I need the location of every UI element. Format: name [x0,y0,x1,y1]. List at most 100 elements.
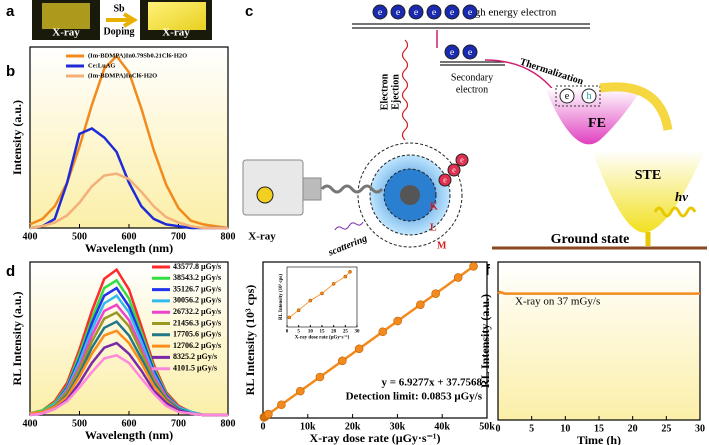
legend-label: 38543.2 μGy/s [173,273,221,282]
legend-label: 12706.2 μGy/s [173,341,221,350]
x-tick-label: 700 [171,231,186,242]
label: Ground state [551,232,630,247]
shell [357,142,463,248]
plot-area [497,261,701,421]
x-axis-label: Time (h) [577,433,621,445]
particle [444,4,460,20]
particle [581,88,597,104]
particle [390,4,406,20]
particle [438,173,452,187]
x-tick-label: 25 [343,330,349,335]
particle-label: e [452,165,456,174]
x-tick-label: 500 [72,418,87,429]
arrow-label: Sb [113,3,125,14]
particle-label: e [378,7,383,18]
x-tick-label: 0 [286,330,289,335]
particle [447,163,461,177]
x-tick-label: 400 [23,418,38,429]
emission [653,206,697,218]
particle-label: e [443,175,447,184]
panel-c: High energy electron Secondary electron … [242,4,707,259]
x-tick-label: 600 [122,231,137,242]
nucleus [400,185,420,205]
xray-tube [242,159,304,216]
arrow [484,59,556,93]
x-tick-label: 0 [496,423,501,434]
legend-label: 4101.5 μGy/s [173,364,217,373]
x-tick-label: 30k [390,421,406,432]
x-tick-label: 800 [221,231,236,242]
crystal [148,2,206,30]
particle-label: e [450,47,455,58]
label: hv [675,189,688,204]
x-tick-label: 5 [297,330,300,335]
data-point [348,269,352,274]
data-point [338,356,347,366]
ste-well [592,150,705,233]
legend-label: 8325.2 μGy/s [173,352,217,361]
photo-label: X-ray [52,27,80,39]
x-tick-label: 10 [308,330,314,335]
data-point [331,281,336,286]
x-axis-label: X-ray dose rate (μGy·s⁻¹) [295,335,350,341]
label: electron [456,84,488,95]
series-line [29,172,228,230]
particle-label: e [565,91,570,102]
legend-label: (Im-BDMPA)In0.79Sb0.21Cl6·H2O [88,52,187,59]
label: scattering [326,233,369,259]
x-tick-label: 25 [661,423,671,434]
particle [408,4,424,20]
legend-label: 17705.6 μGy/s [173,330,221,339]
shell-label: M [437,240,447,251]
y-axis-label: Intensity (a.u.) [10,100,24,175]
x-tick-label: 20 [628,423,638,434]
x-tick-label: 0 [261,421,266,432]
panel-label: f [485,262,491,279]
panel-label: c [245,3,253,20]
x-tick-label: 5 [529,423,534,434]
legend-label: (Im-BDMPA)InCl6·H2O [88,72,157,79]
xray-tube [302,177,322,201]
legend-label: 21456.3 μGy/s [173,318,221,327]
particle [462,4,478,20]
particle [426,4,442,20]
data-point [320,291,324,296]
photo-label: X-ray [162,27,190,39]
annotation: Detection limit: 0.0853 μGy/s [346,391,483,403]
particle-label: e [468,7,473,18]
data-point [343,274,348,279]
label: FE [588,116,606,131]
data-point [296,308,301,313]
crystal [42,3,90,29]
particle-label: e [432,7,437,18]
label: STE [635,168,661,183]
panel-label: a [6,3,15,20]
exciton-box [555,85,601,107]
scatter-wave [334,221,364,231]
label: High energy electron [464,7,557,19]
data-point [378,327,388,337]
x-axis-label: X-ray dose rate (μGy·s⁻¹) [309,431,440,445]
x-axis-label: Wavelength (nm) [85,241,173,255]
panel-a: X-ray Sb Doping X-ray [32,0,212,40]
x-tick-label: 15 [594,423,604,434]
label: Ejection [390,74,401,110]
legend-label: Ce:LuAG [88,62,115,69]
x-axis-label: Wavelength (nm) [85,428,173,442]
series-line [29,353,228,417]
ejection [401,39,409,141]
label: Secondary [451,72,493,83]
particle-label: e [460,155,464,164]
data-point [308,298,313,303]
particle [444,44,460,60]
data-point [469,262,478,271]
data-point [453,273,463,282]
particle [462,44,478,60]
data-point [393,316,402,326]
x-tick-label: 40k [434,421,450,432]
x-tick-label: 30 [695,423,705,434]
legend-label: 35126.7 μGy/s [173,284,221,293]
